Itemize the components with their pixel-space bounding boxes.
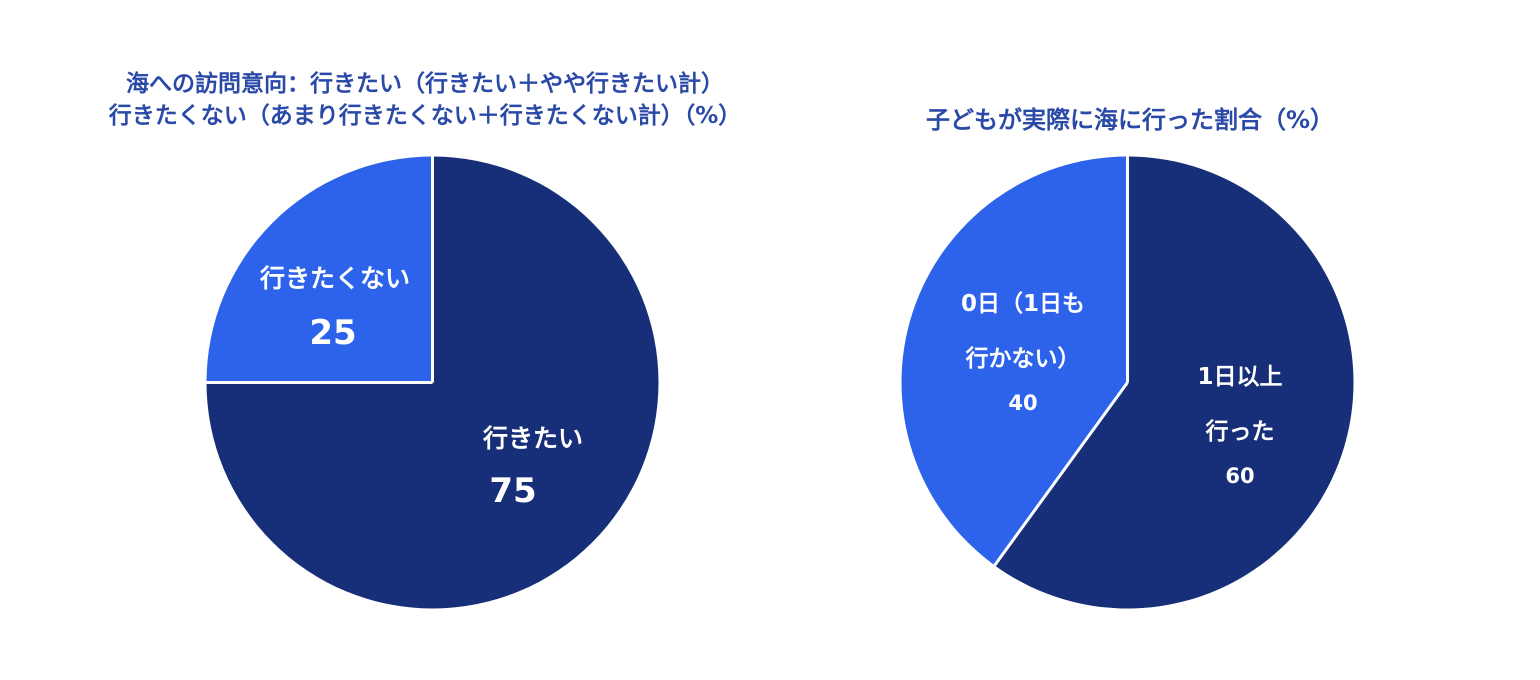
pie-slice-do-not-want-to-go (206, 156, 433, 383)
left-chart-title-line-1: 海への訪問意向：行きたい（行きたい＋やや行きたい計） (126, 71, 724, 97)
pie-slice-separator (993, 381, 1129, 567)
slice-label-zero-days-line-2: 行かない） (965, 345, 1081, 372)
pie-slice-zero-days (901, 156, 1128, 566)
pie-slice-went-one-day-or-more (994, 156, 1354, 609)
slice-label-went-line-2: 行った (1205, 418, 1275, 445)
visit-intention-pie-chart: 行きたい 75 行きたくない 25 (206, 156, 659, 609)
left-chart-title-line-2: 行きたくない（あまり行きたくない＋行きたくない計）（%） (108, 103, 742, 129)
slice-label-want-to-go: 行きたい (482, 424, 583, 453)
slice-value-zero-days: 40 (1008, 391, 1037, 415)
slice-label-zero-days-line-1: 0日（1日も (961, 290, 1085, 317)
child-visit-rate-pie-chart: 1日以上 行った 60 0日（1日も 行かない） 40 (901, 156, 1354, 609)
slice-value-went: 60 (1225, 464, 1254, 488)
slice-value-do-not-want-to-go: 25 (309, 313, 356, 353)
right-chart-title-line-1: 子どもが実際に海に行った割合（%） (925, 106, 1335, 134)
right-chart-title: 子どもが実際に海に行った割合（%） (880, 104, 1380, 136)
slice-value-want-to-go: 75 (489, 471, 536, 511)
slice-label-went-line-1: 1日以上 (1197, 364, 1282, 390)
slice-label-do-not-want-to-go: 行きたくない (259, 264, 410, 293)
left-chart-title: 海への訪問意向：行きたい（行きたい＋やや行きたい計） 行きたくない（あまり行きた… (60, 68, 790, 132)
